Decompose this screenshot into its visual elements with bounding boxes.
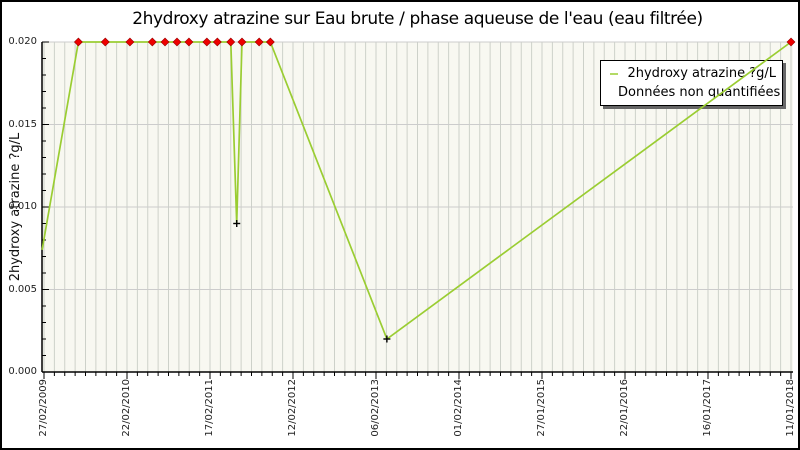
non-quantified-point [202,37,212,47]
x-tick-label: 22/01/2016 [619,379,630,437]
x-tick-label: 22/02/2010 [121,379,132,437]
non-quantified-point [172,37,182,47]
y-tick-label: 0.010 [8,201,37,212]
x-tick-label: 27/01/2015 [536,379,547,437]
y-tick-label: 0.005 [8,283,37,295]
non-quantified-point [100,37,110,47]
non-quantified-point [237,37,247,47]
y-tick-label: 0.020 [8,36,37,47]
non-quantified-point [265,37,275,47]
x-tick-label: 12/02/2012 [287,379,298,437]
quantified-series-marker-icon [610,72,619,75]
x-tick-label: 27/02/2009 [38,379,49,437]
chart-title: 2hydroxy atrazine sur Eau brute / phase … [132,9,703,29]
x-tick-label: 06/02/2013 [370,379,381,437]
non-quantified-point [212,37,222,47]
non-quantified-point [226,37,236,47]
x-tick-label: 17/02/2011 [204,379,215,437]
non-quantified-point [125,37,135,47]
non-quantified-point [160,37,170,47]
non-quantified-point [786,37,796,47]
legend-label-non-quantified: Données non quantifiées [618,85,781,100]
non-quantified-point [73,37,83,47]
x-tick-label: 11/01/2018 [785,379,796,437]
y-tick-label: 0.000 [8,366,37,377]
x-tick-label: 01/02/2014 [453,379,464,437]
non-quantified-point [184,37,194,47]
legend-item-quantified: 2hydroxy atrazine ?g/L [609,66,776,81]
y-tick-label: 0.015 [8,118,37,130]
legend-label-quantified: 2hydroxy atrazine ?g/L [627,66,776,81]
non-quantified-point [254,37,264,47]
legend: 2hydroxy atrazine ?g/L Données non quant… [600,60,783,106]
non-quantified-point [147,37,157,47]
x-tick-label: 16/01/2017 [702,379,713,437]
legend-item-non-quantified: Données non quantifiées [609,85,780,100]
